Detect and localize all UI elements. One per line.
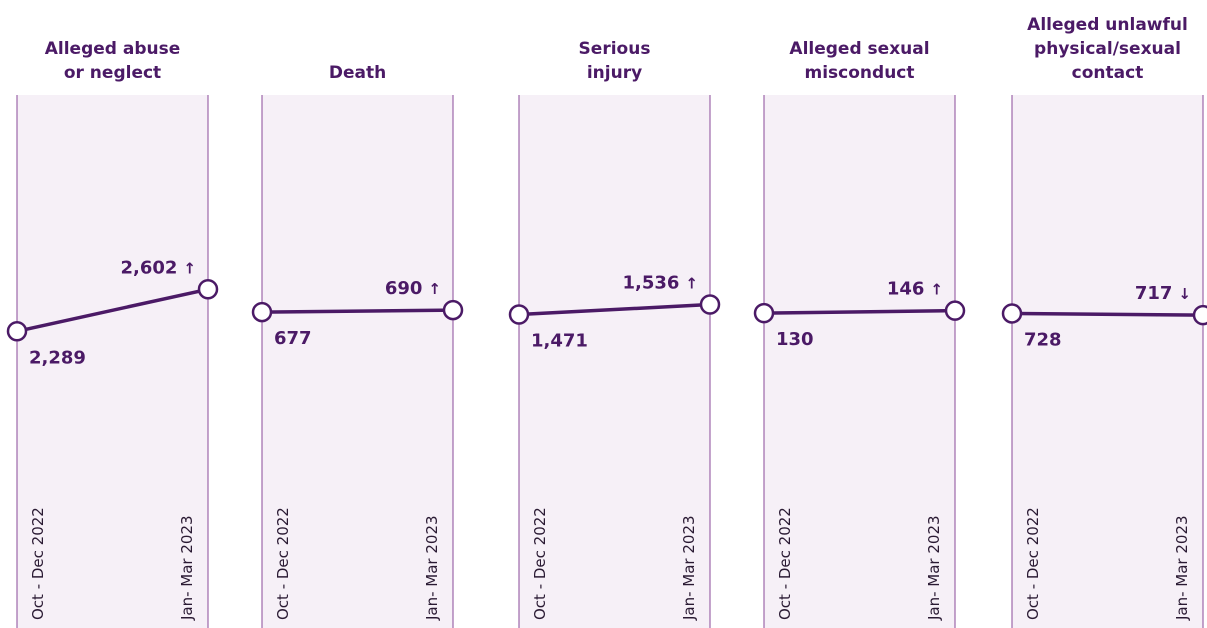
panel-background: [519, 95, 710, 628]
panel-title: Alleged sexual: [789, 39, 929, 59]
panel-title: Death: [329, 63, 386, 83]
value-text: 146: [887, 279, 925, 300]
panel-background: [262, 95, 453, 628]
value-label: 2,602 ↑: [120, 257, 196, 278]
data-point: [753, 302, 775, 324]
panel-title: contact: [1072, 63, 1144, 83]
slope-line: [1011, 311, 1204, 317]
slope-line: [261, 308, 454, 314]
panel-title: Serious: [579, 39, 651, 59]
data-point: [6, 321, 28, 342]
slope-line: [518, 302, 711, 317]
x-tick-label: Jan- Mar 2023: [423, 515, 441, 621]
slope-line: [763, 308, 956, 315]
value-text: 690: [385, 278, 423, 299]
data-point: [442, 299, 464, 321]
trend-arrow: ↑: [428, 280, 441, 298]
panel-title: or neglect: [64, 63, 161, 83]
data-point: [699, 294, 721, 315]
data-point: [251, 301, 273, 323]
value-text: 1,536: [622, 273, 679, 294]
panel-title: misconduct: [805, 63, 915, 83]
x-tick-label: Jan- Mar 2023: [925, 515, 943, 621]
trend-arrow: ↑: [183, 259, 196, 277]
x-tick-label: Oct - Dec 2022: [274, 507, 292, 620]
trend-arrow: ↑: [685, 275, 698, 293]
value-label: 1,536 ↑: [622, 273, 698, 294]
panel-title: physical/sexual: [1034, 39, 1181, 59]
x-tick-label: Oct - Dec 2022: [1024, 507, 1042, 620]
value-label: 146 ↑: [887, 279, 943, 300]
trend-arrow: ↑: [930, 281, 943, 299]
panel: Alleged abuse or neglect 2,289 Oct - Dec 20…: [6, 39, 219, 628]
x-tick-label: Jan- Mar 2023: [1173, 515, 1191, 621]
value-label: 728: [1024, 329, 1062, 350]
value-label: 1,471: [531, 331, 588, 352]
value-label: 2,289: [29, 347, 86, 368]
panel-title: injury: [587, 63, 642, 83]
panel-background: [1012, 95, 1203, 628]
x-tick-label: Oct - Dec 2022: [531, 507, 549, 620]
panel-title: Alleged unlawful: [1027, 15, 1188, 35]
data-point: [1192, 304, 1207, 326]
panel: Death 677 Oct - Dec 2022 690 ↑ Jan- Mar 2023: [251, 63, 464, 628]
value-text: 2,602: [120, 257, 177, 278]
panel-background: [764, 95, 955, 628]
x-tick-label: Oct - Dec 2022: [29, 507, 47, 620]
value-label: 717 ↓: [1135, 283, 1191, 304]
panel: Alleged sexual misconduct 130 Oct - Dec 202…: [753, 39, 966, 628]
x-tick-label: Oct - Dec 2022: [776, 507, 794, 620]
data-point: [1001, 303, 1023, 324]
data-point: [944, 300, 966, 321]
panel: Alleged unlawful physical/sexual contact 72…: [1001, 15, 1207, 628]
x-tick-label: Jan- Mar 2023: [680, 515, 698, 621]
x-tick-label: Jan- Mar 2023: [178, 515, 196, 621]
value-text: 717: [1135, 283, 1173, 304]
panel-background: [17, 95, 208, 628]
trend-arrow: ↓: [1178, 285, 1191, 303]
panel: Serious injury 1,471 Oct - Dec 2022 1,536 ↑ Ja…: [508, 39, 721, 628]
value-label: 677: [274, 328, 312, 349]
data-point: [508, 304, 530, 325]
data-point: [197, 279, 219, 300]
slope-line: [16, 287, 209, 333]
value-label: 130: [776, 329, 814, 350]
value-label: 690 ↑: [385, 278, 441, 299]
panel-title: Alleged abuse: [45, 39, 181, 59]
